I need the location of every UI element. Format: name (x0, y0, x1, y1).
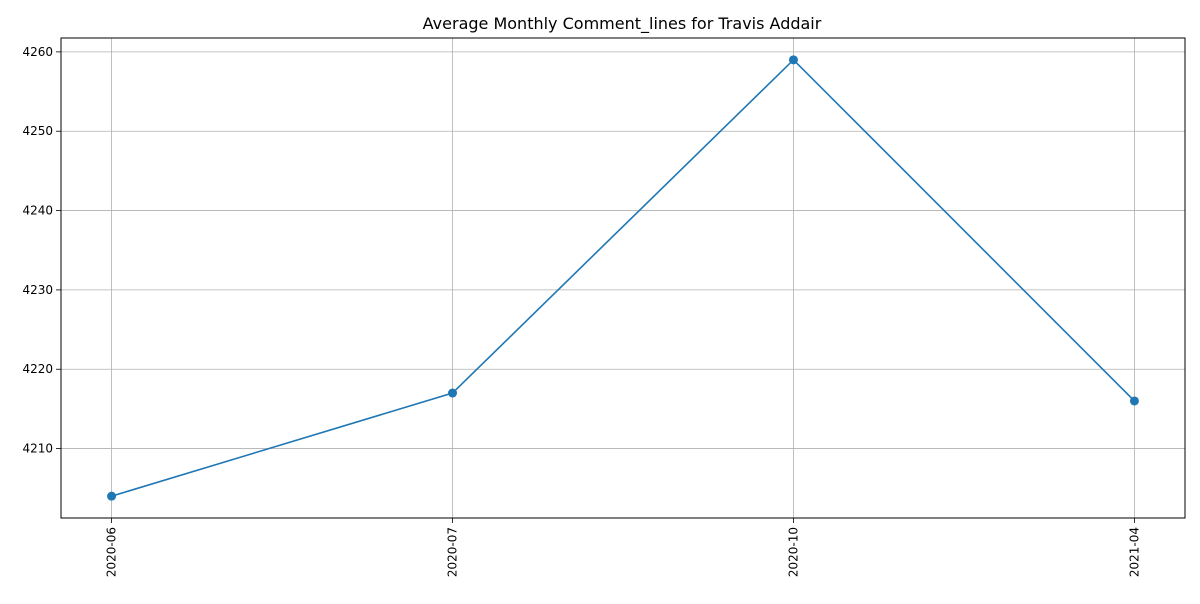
y-tick-label: 4220 (22, 362, 53, 376)
x-tick-label: 2020-10 (786, 527, 800, 577)
plot-frame (60, 37, 1186, 519)
grid-lines (61, 38, 1185, 518)
data-point (448, 388, 458, 398)
series-layer (107, 55, 1139, 501)
data-point (107, 491, 117, 501)
data-point (1129, 396, 1139, 406)
x-tick-label: 2020-06 (105, 527, 119, 577)
x-tick-label: 2021-04 (1127, 527, 1141, 577)
x-tick-label: 2020-07 (446, 527, 460, 577)
y-tick-label: 4240 (22, 204, 53, 218)
y-tick-label: 4260 (22, 45, 53, 59)
tick-labels: 2020-06 2020-07 2020-10 2021-04 4210 4220 4230… (22, 45, 1141, 577)
series-line (111, 58, 1135, 497)
y-tick-label: 4230 (22, 283, 53, 297)
y-tick-label: 4210 (22, 442, 53, 456)
data-point (788, 55, 798, 65)
chart-title: Average Monthly Comment_lines for Travis… (423, 14, 822, 34)
y-tick-label: 4250 (22, 124, 53, 138)
axes (56, 37, 1186, 523)
